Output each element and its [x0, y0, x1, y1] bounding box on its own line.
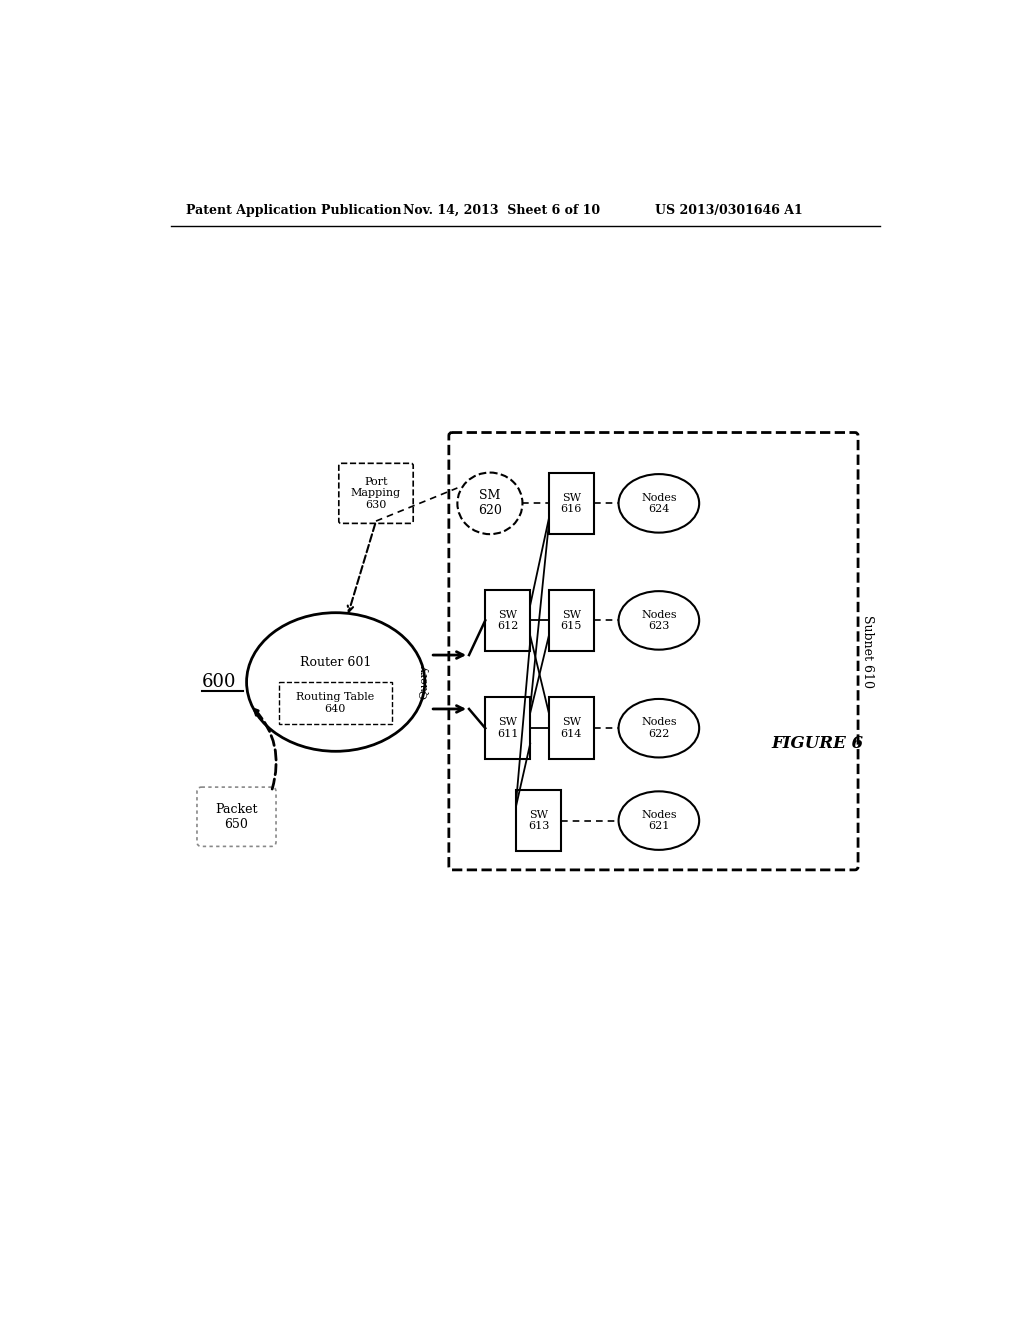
Text: SW
614: SW 614	[560, 717, 582, 739]
Text: SW
612: SW 612	[497, 610, 518, 631]
Ellipse shape	[618, 700, 699, 758]
Text: FIGURE 6: FIGURE 6	[771, 735, 863, 752]
FancyBboxPatch shape	[197, 787, 276, 846]
FancyBboxPatch shape	[549, 590, 594, 651]
Text: SW
613: SW 613	[528, 809, 550, 832]
Text: US 2013/0301646 A1: US 2013/0301646 A1	[655, 205, 803, 218]
Text: Subnet 610: Subnet 610	[861, 615, 874, 688]
Text: Nov. 14, 2013  Sheet 6 of 10: Nov. 14, 2013 Sheet 6 of 10	[403, 205, 600, 218]
Text: Query: Query	[419, 665, 429, 700]
Text: 600: 600	[202, 673, 237, 690]
Text: Packet
650: Packet 650	[215, 803, 258, 830]
FancyBboxPatch shape	[280, 682, 391, 725]
Ellipse shape	[618, 792, 699, 850]
FancyBboxPatch shape	[485, 697, 530, 759]
Text: Nodes
621: Nodes 621	[641, 809, 677, 832]
FancyBboxPatch shape	[549, 697, 594, 759]
Text: Port
Mapping
630: Port Mapping 630	[351, 477, 401, 510]
Text: Patent Application Publication: Patent Application Publication	[186, 205, 401, 218]
Ellipse shape	[247, 612, 425, 751]
Text: SW
616: SW 616	[560, 492, 582, 515]
Ellipse shape	[618, 591, 699, 649]
FancyBboxPatch shape	[449, 433, 858, 870]
Text: Nodes
622: Nodes 622	[641, 717, 677, 739]
Text: Nodes
623: Nodes 623	[641, 610, 677, 631]
Text: Routing Table
640: Routing Table 640	[296, 693, 375, 714]
FancyBboxPatch shape	[339, 463, 414, 524]
Text: SW
611: SW 611	[497, 717, 518, 739]
Ellipse shape	[458, 473, 522, 535]
Ellipse shape	[618, 474, 699, 533]
FancyBboxPatch shape	[516, 789, 561, 851]
FancyBboxPatch shape	[485, 590, 530, 651]
Text: SM
620: SM 620	[478, 490, 502, 517]
Text: Nodes
624: Nodes 624	[641, 492, 677, 515]
FancyBboxPatch shape	[549, 473, 594, 535]
Text: SW
615: SW 615	[560, 610, 582, 631]
Text: Router 601: Router 601	[300, 656, 372, 669]
